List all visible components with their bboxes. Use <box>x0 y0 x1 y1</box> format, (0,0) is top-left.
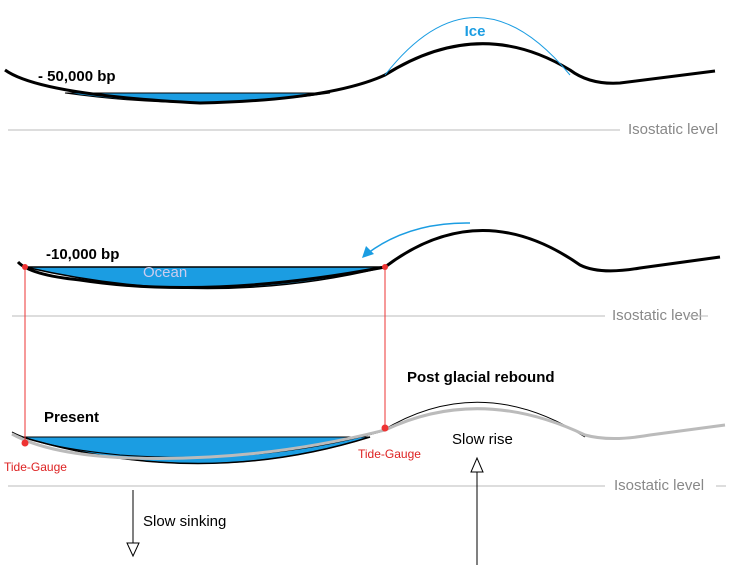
arrow-head <box>470 456 484 473</box>
ocean <box>24 266 386 290</box>
old-seabed <box>21 436 371 465</box>
arrow-head <box>362 246 374 258</box>
tide-gauge-point <box>382 264 388 270</box>
isostatic-label: Isostatic level <box>614 477 704 494</box>
period-label: -10,000 bp <box>46 246 119 263</box>
ice-sheet <box>384 17 571 76</box>
isostatic-label: Isostatic level <box>628 121 718 138</box>
arrow-head <box>126 542 140 558</box>
tide-gauge-label: Tide-Gauge <box>358 447 421 461</box>
present-profile <box>11 407 726 460</box>
sinking-label: Slow sinking <box>143 513 226 530</box>
rise-label: Slow rise <box>452 431 513 448</box>
ice-retreat-arrow <box>367 222 471 254</box>
ice-label: Ice <box>465 23 486 40</box>
period-label: - 50,000 bp <box>38 68 116 85</box>
tide-gauge-point <box>22 264 28 270</box>
tide-gauge-point <box>21 439 29 447</box>
tide-gauge-label: Tide-Gauge <box>4 460 67 474</box>
period-label: Present <box>44 409 99 426</box>
ocean-label: Ocean <box>143 264 187 281</box>
rebound-label: Post glacial rebound <box>407 369 555 386</box>
tide-gauge-point <box>381 424 389 432</box>
land-profile <box>4 42 716 105</box>
isostatic-label: Isostatic level <box>612 307 702 324</box>
